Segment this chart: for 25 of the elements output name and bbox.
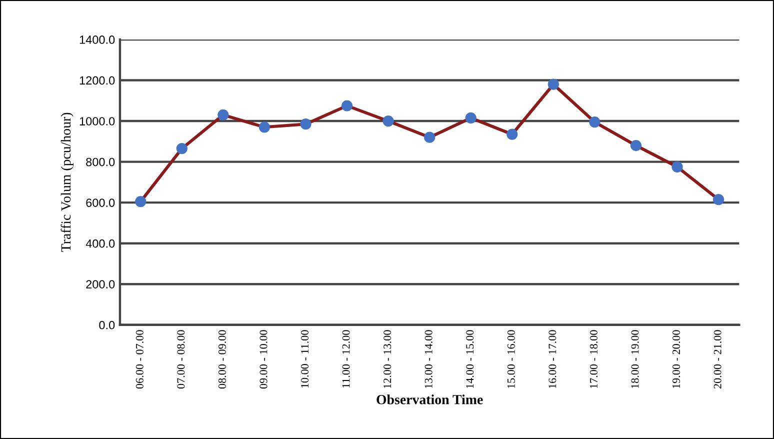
y-tick-label: 400.0 [86, 239, 115, 248]
x-tick-label: 16.00 - 17.00 [548, 330, 556, 388]
y-tick-label: 1000.0 [80, 117, 115, 126]
y-tick-label: 200.0 [86, 280, 115, 288]
x-tick-label: 17.00 - 18.00 [590, 330, 598, 388]
x-tick-label: 06.00 - 07.00 [136, 330, 144, 389]
x-tick-label: 07.00 - 08.00 [177, 330, 185, 389]
x-tick-label: 20.00 - 21.00 [714, 330, 722, 388]
x-axis-title: Observation Time [376, 394, 483, 404]
x-tick-label: 14.00 - 15.00 [466, 330, 474, 388]
y-tick-label: 1400.0 [80, 36, 115, 44]
x-tick-label: 09.00 - 10.00 [260, 330, 268, 389]
x-tick-label: 19.00 - 20.00 [672, 330, 680, 388]
y-tick-label: 1200.0 [80, 76, 115, 85]
x-tick-label: 15.00 - 16.00 [507, 330, 515, 388]
y-tick-label: 600.0 [86, 198, 115, 207]
y-tick-label: 0.0 [99, 320, 115, 330]
y-tick-label: 800.0 [86, 158, 115, 166]
x-tick-label: 12.00 - 13.00 [384, 330, 392, 388]
x-tick-label: 18.00 - 19.00 [631, 330, 639, 388]
x-tick-label: 08.00 - 09.00 [218, 330, 226, 389]
x-tick-label: 11.00 - 12.00 [342, 330, 350, 388]
x-tick-label: 10.00 - 11.00 [301, 330, 309, 388]
y-axis-title: Traffic Volum (pcu/hour) [60, 112, 74, 252]
x-tick-label: 13.00 - 14.00 [424, 330, 432, 388]
